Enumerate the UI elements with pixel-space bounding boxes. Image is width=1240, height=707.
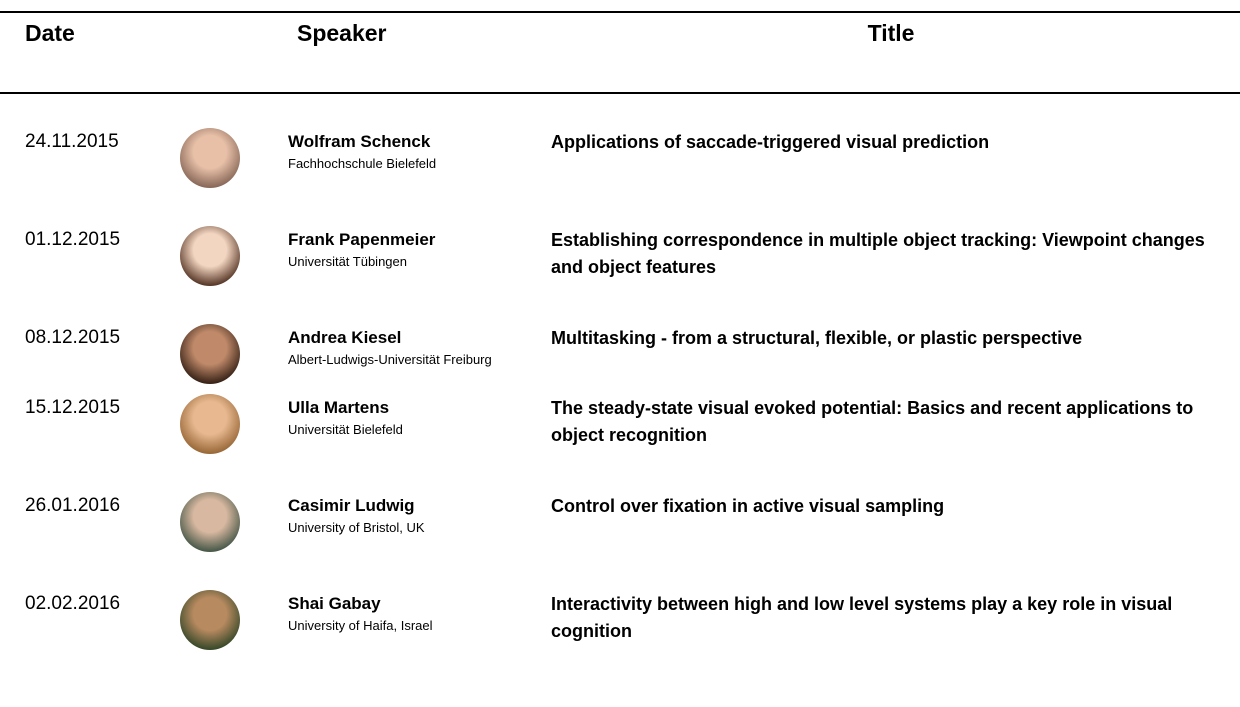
talk-title: Applications of saccade-triggered visual… xyxy=(551,132,990,152)
speaker-photo xyxy=(180,324,240,384)
speaker-name: Casimir Ludwig xyxy=(288,496,415,515)
talk-title: Multitasking - from a structural, flexib… xyxy=(551,328,1083,348)
speaker-affiliation: Albert-Ludwigs-Universität Freiburg xyxy=(288,352,492,367)
speaker-name: Wolfram Schenck xyxy=(288,132,431,151)
speaker-photo xyxy=(180,226,240,286)
header-date: Date xyxy=(25,20,75,46)
speaker-affiliation: University of Haifa, Israel xyxy=(288,618,433,633)
date: 08.12.2015 xyxy=(25,327,121,348)
header-speaker: Speaker xyxy=(297,20,387,46)
speaker-photo xyxy=(180,128,240,188)
top-rule xyxy=(0,11,1240,13)
speaker-affiliation: Fachhochschule Bielefeld xyxy=(288,156,437,171)
speaker-photo xyxy=(180,394,240,454)
speaker-name: Andrea Kiesel xyxy=(288,328,402,347)
talk-title: The steady-state visual evoked potential… xyxy=(551,398,1194,445)
talk-title: Interactivity between high and low level… xyxy=(551,594,1173,641)
header-rule xyxy=(0,92,1240,94)
speaker-affiliation: Universität Tübingen xyxy=(288,254,407,269)
talk-title: Establishing correspondence in multiple … xyxy=(551,230,1205,277)
speaker-name: Frank Papenmeier xyxy=(288,230,436,249)
speaker-name: Shai Gabay xyxy=(288,594,381,613)
date: 24.11.2015 xyxy=(25,131,119,152)
header-title: Title xyxy=(867,20,915,46)
date: 01.12.2015 xyxy=(25,229,121,250)
talk-title: Control over fixation in active visual s… xyxy=(551,496,945,516)
speaker-affiliation: University of Bristol, UK xyxy=(288,520,425,535)
date: 15.12.2015 xyxy=(25,397,121,418)
speaker-affiliation: Universität Bielefeld xyxy=(288,422,403,437)
date: 26.01.2016 xyxy=(25,495,121,516)
speaker-photo xyxy=(180,492,240,552)
date: 02.02.2016 xyxy=(25,593,121,614)
speaker-photo xyxy=(180,590,240,650)
speaker-name: Ulla Martens xyxy=(288,398,390,417)
